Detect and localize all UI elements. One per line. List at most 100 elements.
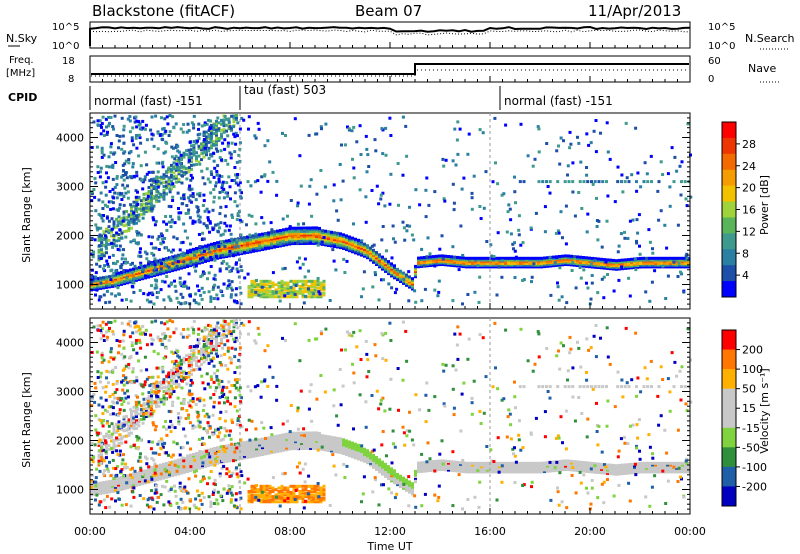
heatmap-cell — [687, 261, 690, 265]
heatmap-cell — [540, 465, 543, 469]
heatmap-cell — [124, 191, 128, 195]
heatmap-cell — [253, 283, 257, 287]
heatmap-cell — [561, 263, 564, 267]
heatmap-cell — [324, 438, 327, 442]
heatmap-cell — [236, 270, 240, 274]
heatmap-cell — [231, 455, 234, 459]
heatmap-cell — [169, 283, 173, 286]
heatmap-cell — [438, 459, 441, 463]
heatmap-cell — [169, 299, 173, 302]
heatmap-cell — [483, 466, 486, 470]
heatmap-cell — [558, 466, 561, 470]
heatmap-cell — [536, 125, 540, 129]
heatmap-cell — [505, 230, 509, 234]
heatmap-cell — [212, 297, 216, 300]
heatmap-cell — [171, 199, 175, 202]
heatmap-cell — [417, 461, 420, 465]
heatmap-cell — [182, 195, 186, 199]
heatmap-cell — [585, 464, 588, 468]
heatmap-cell — [271, 295, 275, 299]
cpid-segment-1: normal (fast) -151 — [94, 94, 203, 108]
heatmap-cell — [215, 129, 218, 133]
heatmap-cell — [214, 184, 218, 188]
heatmap-cell — [543, 470, 546, 474]
heatmap-cell — [567, 468, 570, 472]
heatmap-cell — [90, 274, 94, 278]
heatmap-cell — [292, 288, 296, 292]
heatmap-cell — [402, 480, 405, 483]
heatmap-cell — [262, 283, 266, 287]
heatmap-cell — [678, 265, 681, 269]
heatmap-cell — [567, 466, 570, 470]
heatmap-cell — [681, 260, 684, 264]
heatmap-cell — [312, 431, 315, 435]
heatmap-cell — [245, 223, 248, 227]
heatmap-cell — [167, 248, 170, 252]
heatmap-cell — [407, 270, 411, 274]
heatmap-cell — [354, 241, 357, 245]
heatmap-cell — [393, 269, 396, 273]
heatmap-cell — [270, 444, 273, 448]
heatmap-cell — [122, 128, 126, 132]
heatmap-cell — [271, 170, 275, 174]
heatmap-cell — [315, 431, 318, 435]
heatmap-cell — [192, 261, 195, 265]
heatmap-cell — [651, 261, 654, 265]
heatmap-cell — [282, 440, 285, 444]
heatmap-cell — [207, 146, 211, 150]
heatmap-cell — [220, 136, 223, 140]
heatmap-cell — [122, 124, 126, 128]
heatmap-cell — [180, 169, 183, 173]
heatmap-cell — [492, 461, 495, 465]
heatmap-cell — [171, 166, 175, 170]
heatmap-cell — [354, 242, 357, 246]
heatmap-cell — [276, 448, 279, 452]
heatmap-cell — [391, 224, 395, 228]
heatmap-cell — [231, 245, 234, 249]
heatmap-cell — [522, 256, 525, 260]
heatmap-cell — [198, 452, 201, 456]
heatmap-cell — [447, 463, 450, 467]
heatmap-cell — [339, 447, 342, 451]
heatmap-cell — [225, 454, 228, 458]
heatmap-cell — [223, 147, 227, 151]
heatmap-cell — [193, 220, 197, 224]
heatmap-cell — [372, 455, 375, 459]
heatmap-cell — [123, 162, 127, 166]
heatmap-cell — [132, 477, 135, 481]
heatmap-cell — [132, 474, 135, 478]
heatmap-cell — [228, 240, 231, 244]
heatmap-cell — [363, 451, 366, 455]
heatmap-cell — [375, 461, 378, 465]
heatmap-cell — [600, 262, 603, 266]
heatmap-cell — [291, 238, 294, 242]
heatmap-cell — [393, 476, 396, 480]
heatmap-cell — [348, 247, 351, 251]
heatmap-cell — [179, 302, 183, 306]
heatmap-cell — [198, 459, 201, 463]
heatmap-cell — [207, 254, 210, 257]
heatmap-cell — [225, 267, 229, 271]
heatmap-cell — [273, 445, 276, 449]
heatmap-cell — [327, 231, 330, 235]
heatmap-cell — [234, 293, 238, 297]
heatmap-cell — [147, 468, 150, 472]
heatmap-cell — [264, 442, 267, 446]
heatmap-cell — [666, 265, 669, 269]
heatmap-cell — [195, 462, 198, 466]
heatmap-cell — [425, 176, 429, 180]
heatmap-cell — [218, 226, 222, 230]
heatmap-cell — [672, 258, 675, 262]
heatmap-cell — [267, 441, 270, 445]
heatmap-cell — [198, 454, 201, 458]
heatmap-cell — [130, 220, 133, 224]
heatmap-cell — [162, 271, 165, 275]
heatmap-cell — [498, 465, 501, 469]
heatmap-cell — [683, 180, 687, 184]
heatmap-cell — [185, 153, 188, 157]
heatmap-cell — [234, 249, 237, 253]
heatmap-cell — [261, 242, 264, 246]
heatmap-cell — [114, 274, 117, 278]
heatmap-cell — [222, 453, 225, 457]
heatmap-cell — [492, 263, 495, 267]
